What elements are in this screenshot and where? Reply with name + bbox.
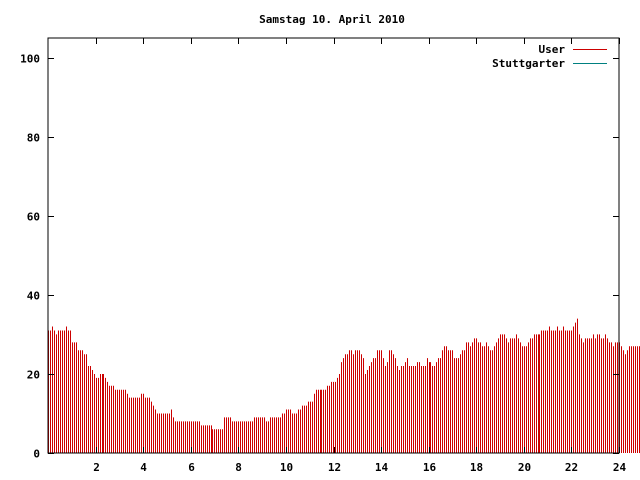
x-tick-label: 24 — [613, 461, 627, 474]
y-tick-label: 80 — [27, 132, 40, 145]
x-axis: 2 4 6 8 10 12 14 16 18 20 22 24 — [93, 38, 626, 474]
x-tick-label: 20 — [518, 461, 531, 474]
x-tick-label: 18 — [470, 461, 483, 474]
y-tick-label: 60 — [27, 211, 40, 224]
x-tick-label: 16 — [423, 461, 437, 474]
legend-label: User — [539, 43, 566, 56]
bar-series-user — [48, 318, 640, 453]
y-tick-label: 40 — [27, 290, 40, 303]
plot-frame — [47, 37, 620, 454]
y-tick-label: 0 — [33, 448, 40, 461]
x-tick-label: 12 — [328, 461, 341, 474]
x-tick-label: 4 — [140, 461, 147, 474]
x-tick-label: 8 — [235, 461, 242, 474]
x-tick-label: 2 — [93, 461, 100, 474]
x-tick-label: 10 — [280, 461, 293, 474]
legend-label: Stuttgarter — [492, 57, 565, 70]
chart-title: Samstag 10. April 2010 — [259, 13, 405, 26]
x-tick-label: 14 — [375, 461, 389, 474]
x-tick-label: 6 — [188, 461, 195, 474]
y-tick-label: 20 — [27, 369, 40, 382]
y-tick-label: 100 — [20, 53, 40, 66]
y-axis: 0 20 40 60 80 100 — [20, 53, 619, 461]
x-tick-label: 22 — [565, 461, 578, 474]
